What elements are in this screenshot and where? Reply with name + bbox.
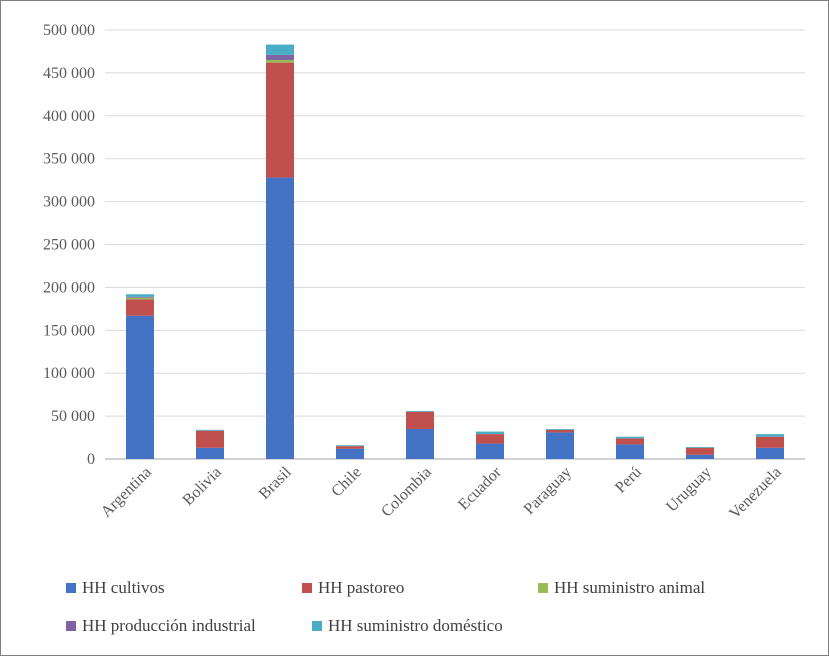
bar-segment — [266, 62, 294, 178]
y-tick-label: 500 000 — [43, 22, 95, 39]
y-tick-label: 450 000 — [43, 65, 95, 82]
x-tick-label: Bolivia — [179, 464, 224, 509]
bar-segment — [406, 411, 434, 429]
bar-segment — [336, 446, 364, 449]
x-tick-label: Brasil — [256, 463, 295, 502]
bar-segment — [546, 428, 574, 430]
bar-segment — [686, 446, 714, 448]
bar-segment — [336, 448, 364, 459]
x-tick-label: Ecuador — [455, 463, 505, 513]
y-tick-label: 400 000 — [43, 108, 95, 125]
bar-segment — [266, 177, 294, 460]
bar-segment — [616, 436, 644, 439]
y-tick-label: 0 — [87, 451, 95, 468]
bar-segment — [406, 410, 434, 412]
x-tick-label: Colombia — [378, 464, 435, 521]
bar-segment — [196, 447, 224, 459]
bar-segment — [126, 315, 154, 459]
bar-segment — [266, 60, 294, 63]
bar-segment — [686, 447, 714, 455]
bar-segment — [196, 430, 224, 448]
bar-segment — [266, 44, 294, 55]
y-tick-label: 50 000 — [51, 408, 95, 425]
bar-segment — [546, 429, 574, 433]
x-tick-label: Paraguay — [521, 464, 575, 518]
y-axis-tick-labels: 0 50 000 100 000 150 000 200 000 250 000 300 0… — [43, 22, 95, 468]
x-tick-label: Perú — [612, 464, 645, 497]
y-tick-label: 100 000 — [43, 365, 95, 382]
bars — [126, 44, 784, 460]
bar-segment — [406, 428, 434, 459]
bar-segment — [126, 294, 154, 297]
bar-segment — [126, 296, 154, 298]
bar-segment — [756, 434, 784, 437]
y-tick-label: 200 000 — [43, 279, 95, 296]
x-tick-label: Venezuela — [726, 464, 785, 523]
x-axis-tick-labels: Argentina Bolivia Brasil Chile Colombia Ecuad… — [98, 463, 785, 522]
bar-segment — [616, 438, 644, 445]
bar-segment — [476, 431, 504, 435]
bar-segment — [546, 432, 574, 459]
bar-segment — [686, 454, 714, 459]
y-tick-label: 150 000 — [43, 322, 95, 339]
y-tick-label: 300 000 — [43, 194, 95, 211]
bar-segment — [266, 54, 294, 61]
bar-segment — [756, 447, 784, 459]
bar-segment — [756, 436, 784, 448]
bar-segment — [126, 297, 154, 300]
y-tick-label: 350 000 — [43, 151, 95, 168]
x-tick-label: Uruguay — [663, 464, 715, 516]
bar-segment — [616, 444, 644, 459]
x-tick-label: Chile — [328, 464, 365, 501]
bar-segment — [336, 445, 364, 447]
bar-segment — [476, 434, 504, 444]
gridlines — [105, 29, 805, 460]
bar-segment — [196, 429, 224, 431]
x-tick-label: Argentina — [98, 464, 155, 521]
bar-segment — [126, 299, 154, 316]
y-tick-label: 250 000 — [43, 237, 95, 254]
bar-segment — [476, 443, 504, 459]
